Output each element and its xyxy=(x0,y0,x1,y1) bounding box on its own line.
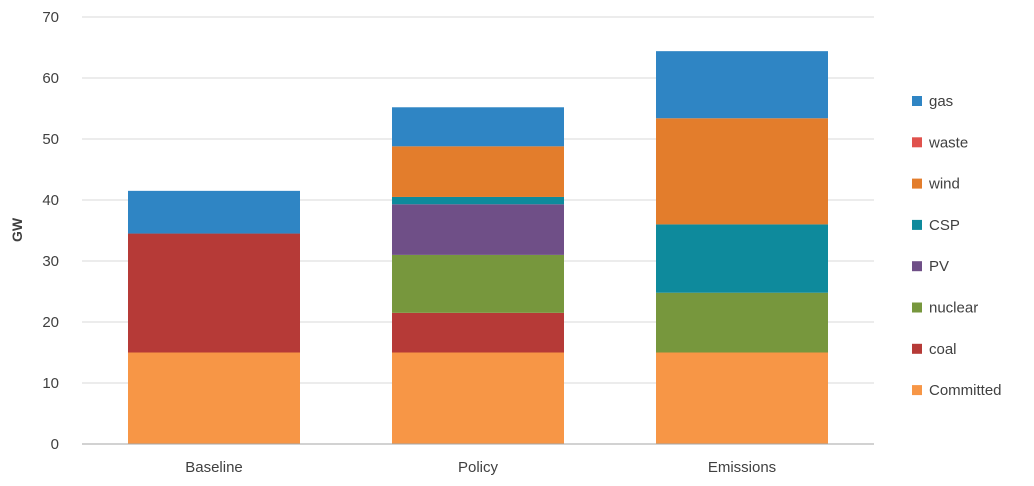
bar-segment-coal-baseline xyxy=(128,233,300,353)
y-tick-label: 10 xyxy=(42,375,59,392)
legend-label: coal xyxy=(929,341,957,358)
bar-segment-gas-baseline xyxy=(128,190,300,234)
legend-swatch xyxy=(912,343,922,354)
bar-segment-pv-policy xyxy=(392,204,564,255)
bar-segment-csp-policy xyxy=(392,196,564,205)
legend-swatch xyxy=(912,219,922,230)
bar-segment-committed-policy xyxy=(392,352,564,444)
legend-swatch xyxy=(912,178,922,189)
legend-swatch xyxy=(912,261,922,272)
y-axis-label: GW xyxy=(9,217,25,242)
y-tick-label: 20 xyxy=(42,314,59,331)
bar-segment-nuclear-policy xyxy=(392,254,564,313)
bars xyxy=(128,51,828,444)
y-tick-label: 30 xyxy=(42,253,59,270)
bar-segment-nuclear-emissions xyxy=(656,292,828,353)
x-category-label: Emissions xyxy=(708,459,776,476)
bar-segment-gas-emissions xyxy=(656,51,828,119)
legend-label: wind xyxy=(928,176,960,193)
y-tick-label: 60 xyxy=(42,70,59,87)
x-category-label: Baseline xyxy=(185,459,243,476)
legend-label: Committed xyxy=(929,382,1002,399)
legend-label: CSP xyxy=(929,217,960,234)
y-tick-label: 40 xyxy=(42,192,59,209)
legend-label: gas xyxy=(929,93,953,110)
legend-swatch xyxy=(912,302,922,313)
bar-segment-coal-policy xyxy=(392,312,564,353)
y-tick-label: 0 xyxy=(51,436,59,453)
legend-label: nuclear xyxy=(929,300,978,317)
bar-segment-committed-emissions xyxy=(656,352,828,444)
legend-swatch xyxy=(912,96,922,106)
legend-swatch xyxy=(912,385,922,396)
bar-segment-committed-baseline xyxy=(128,352,300,444)
legend-swatch xyxy=(912,137,922,148)
bar-segment-wind-emissions xyxy=(656,118,828,225)
bar-segment-gas-policy xyxy=(392,107,564,147)
legend-label: PV xyxy=(929,258,949,275)
bar-segment-csp-emissions xyxy=(656,224,828,293)
bar-segment-wind-policy xyxy=(392,146,564,197)
legend: gas waste wind CSP PV nuclear coal Committed xyxy=(912,93,1002,399)
axes: 0 10 20 30 40 50 60 70 Baseline Policy Emissions xyxy=(42,9,874,476)
y-tick-label: 70 xyxy=(42,9,59,26)
x-category-label: Policy xyxy=(458,459,499,476)
legend-label: waste xyxy=(928,134,968,151)
y-tick-label: 50 xyxy=(42,131,59,148)
